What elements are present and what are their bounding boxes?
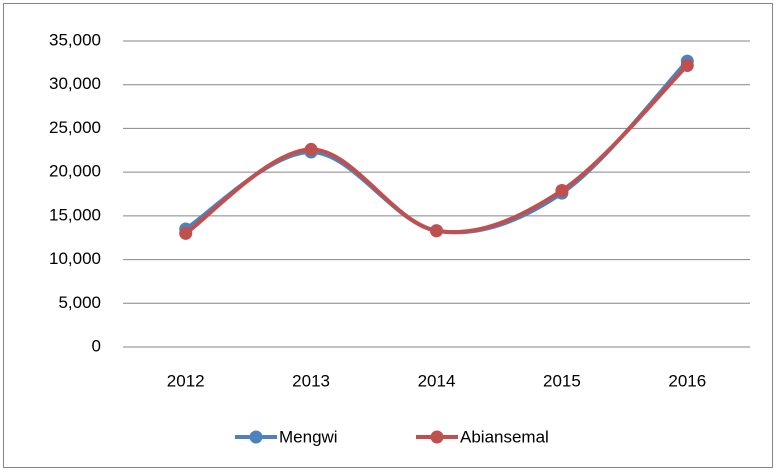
data-point <box>555 184 569 198</box>
y-tick-label: 30,000 <box>49 74 101 93</box>
x-tick-label: 2014 <box>418 371 456 390</box>
chart-border <box>3 3 773 468</box>
x-tick-label: 2016 <box>668 371 706 390</box>
data-point <box>430 224 443 238</box>
data-point <box>680 58 694 72</box>
legend-marker <box>249 430 263 444</box>
legend-label: Abiansemal <box>460 427 549 446</box>
y-tick-label: 25,000 <box>49 118 101 137</box>
legend-label: Mengwi <box>279 427 338 446</box>
x-tick-label: 2015 <box>543 371 581 390</box>
x-tick-label: 2012 <box>167 371 205 390</box>
x-tick-label: 2013 <box>292 371 330 390</box>
y-tick-label: 35,000 <box>49 30 101 49</box>
y-tick-label: 20,000 <box>49 162 101 181</box>
data-point <box>179 226 193 240</box>
y-tick-label: 10,000 <box>49 249 101 268</box>
y-tick-label: 0 <box>92 336 101 355</box>
legend-marker <box>430 430 444 444</box>
data-point <box>304 142 318 156</box>
y-tick-label: 5,000 <box>58 293 101 312</box>
y-tick-label: 15,000 <box>49 205 101 224</box>
